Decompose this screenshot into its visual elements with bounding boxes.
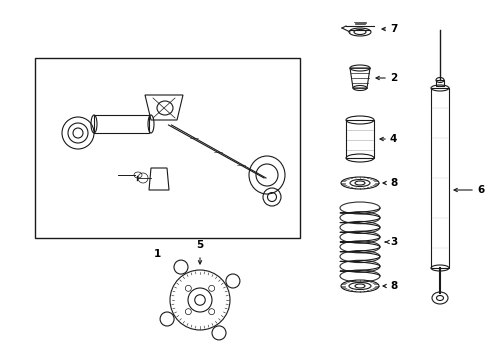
Bar xyxy=(431,88,449,268)
Text: 3: 3 xyxy=(390,237,397,247)
Bar xyxy=(436,80,444,86)
Bar xyxy=(35,58,300,238)
Text: 8: 8 xyxy=(390,178,397,188)
Bar xyxy=(346,120,374,158)
Bar xyxy=(94,115,149,133)
Text: 2: 2 xyxy=(390,73,397,83)
Text: 6: 6 xyxy=(477,185,484,195)
Text: 7: 7 xyxy=(390,24,397,34)
Text: 5: 5 xyxy=(196,240,204,250)
Text: 4: 4 xyxy=(390,134,397,144)
Text: 1: 1 xyxy=(153,249,161,259)
Text: 8: 8 xyxy=(390,281,397,291)
